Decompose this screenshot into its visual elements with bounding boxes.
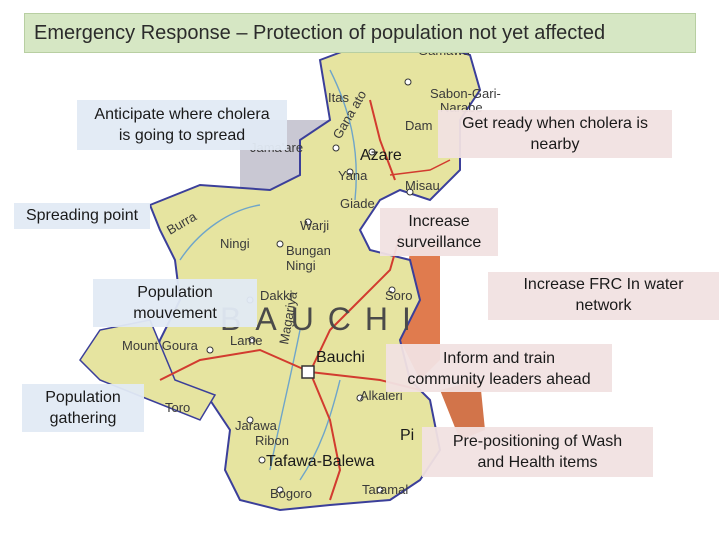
svg-text:Toro: Toro (165, 400, 190, 415)
svg-text:Azare: Azare (360, 147, 402, 164)
svg-text:Bogoro: Bogoro (270, 486, 312, 501)
callout-inform-train: Inform and train community leaders ahead (386, 344, 612, 392)
bauchi-city-marker (301, 365, 315, 379)
svg-text:Sabon-Gari-: Sabon-Gari- (430, 86, 501, 101)
callout-spreading-point: Spreading point (14, 203, 150, 229)
svg-text:Itas: Itas (328, 90, 349, 105)
neighbor-region-right-low (440, 380, 485, 440)
callout-increase-frc: Increase FRC In water network (488, 272, 719, 320)
svg-text:Bungan: Bungan (286, 243, 331, 258)
svg-text:Warji: Warji (300, 218, 329, 233)
svg-text:Jarawa: Jarawa (235, 418, 278, 433)
callout-population-mouvement: Population mouvement (93, 279, 257, 327)
svg-text:Lame: Lame (230, 333, 263, 348)
road (309, 371, 342, 501)
river (179, 204, 261, 261)
state-area-southwest (79, 319, 217, 421)
svg-text:Giade: Giade (340, 196, 375, 211)
page-title: Emergency Response – Protection of popul… (24, 13, 696, 53)
svg-text:Pi: Pi (400, 427, 414, 444)
svg-text:Dam: Dam (405, 118, 432, 133)
river (329, 69, 357, 201)
callout-prepositioning: Pre-positioning of Wash and Health items (422, 427, 653, 477)
svg-text:Bauchi: Bauchi (316, 349, 365, 366)
svg-text:Yana: Yana (338, 168, 368, 183)
svg-text:Soro: Soro (385, 288, 412, 303)
river (269, 329, 301, 471)
callout-anticipate: Anticipate where cholera is going to spr… (77, 100, 287, 150)
svg-text:Taramal: Taramal (362, 482, 408, 497)
svg-text:Dakki: Dakki (260, 288, 293, 303)
callout-increase-surveillance: Increase surveillance (380, 208, 498, 256)
svg-text:Tafawa-Balewa: Tafawa-Balewa (266, 453, 375, 470)
state-area (148, 38, 482, 512)
callout-get-ready: Get ready when cholera is nearby (438, 110, 672, 158)
road (309, 234, 401, 373)
road (369, 99, 396, 181)
svg-text:Ningi: Ningi (286, 258, 316, 273)
svg-text:Ribon: Ribon (255, 433, 289, 448)
svg-text:Mount Goura: Mount Goura (122, 338, 199, 353)
road (389, 159, 451, 176)
svg-text:Misau: Misau (405, 178, 440, 193)
callout-population-gathering: Population gathering (22, 384, 144, 432)
road (159, 348, 311, 381)
river (299, 379, 341, 481)
svg-text:Ningi: Ningi (220, 236, 250, 251)
